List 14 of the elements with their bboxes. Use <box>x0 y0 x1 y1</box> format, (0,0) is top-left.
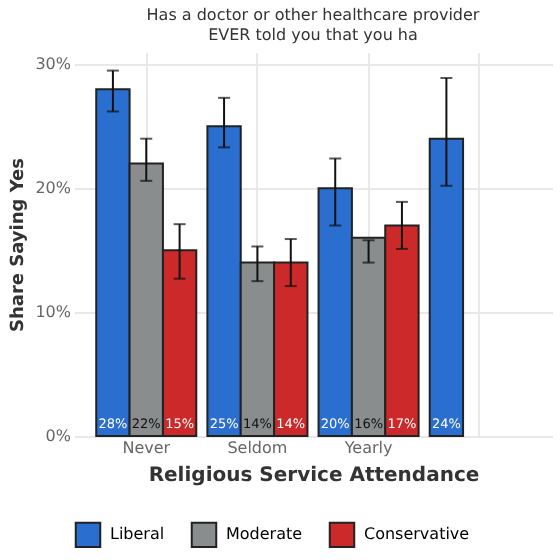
x-axis-title: Religious Service Attendance <box>148 465 480 487</box>
y-tick-label: 0% <box>45 427 72 445</box>
x-tick-label: Yearly <box>342 439 393 457</box>
x-tick-label: Seldom <box>227 439 288 457</box>
bar <box>428 137 465 437</box>
y-axis-title: Share Saying Yes <box>9 157 30 333</box>
legend-label: Liberal <box>110 524 165 543</box>
y-tick-label: 30% <box>35 55 72 74</box>
legend-label: Conservative <box>364 524 470 543</box>
chart-title: Has a doctor or other healthcare provider EVER told you that you ha <box>146 6 481 44</box>
legend-label: Moderate <box>226 524 303 543</box>
x-tick-label: Never <box>122 439 172 457</box>
y-tick-label: 20% <box>35 179 72 198</box>
y-tick-label: 10% <box>35 303 72 322</box>
